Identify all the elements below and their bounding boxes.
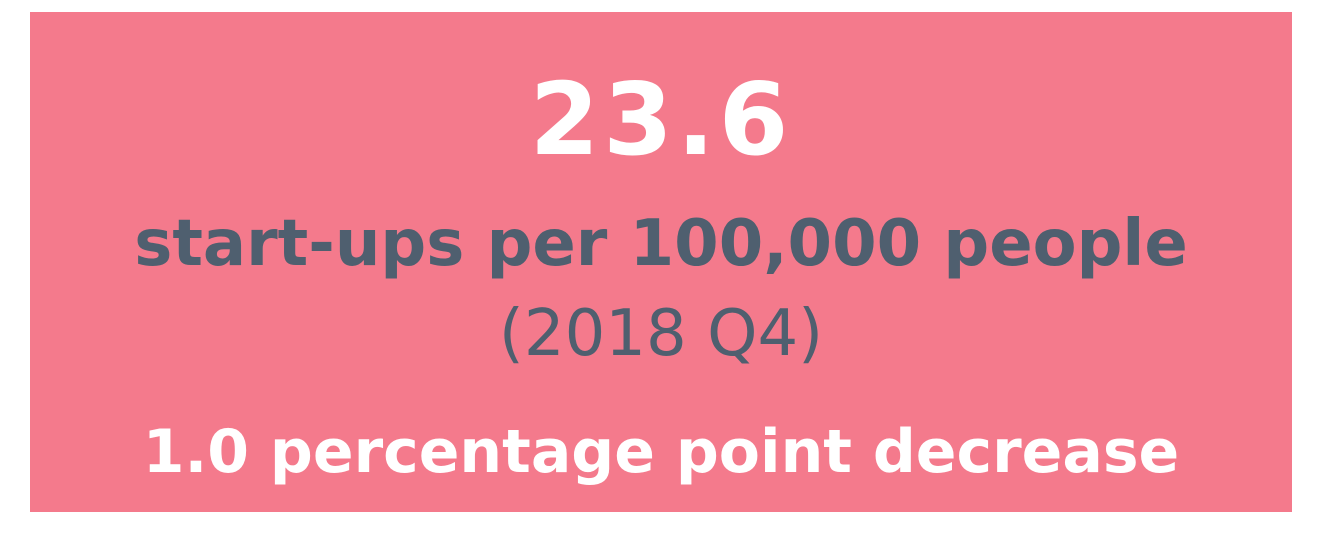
stat-change: 1.0 percentage point decrease — [142, 417, 1180, 487]
stat-unit: start-ups per 100,000 people — [134, 207, 1188, 281]
stat-value: 23.6 — [529, 61, 793, 178]
stat-period: (2018 Q4) — [498, 297, 824, 371]
stat-card: 23.6 start-ups per 100,000 people (2018 … — [30, 12, 1292, 512]
